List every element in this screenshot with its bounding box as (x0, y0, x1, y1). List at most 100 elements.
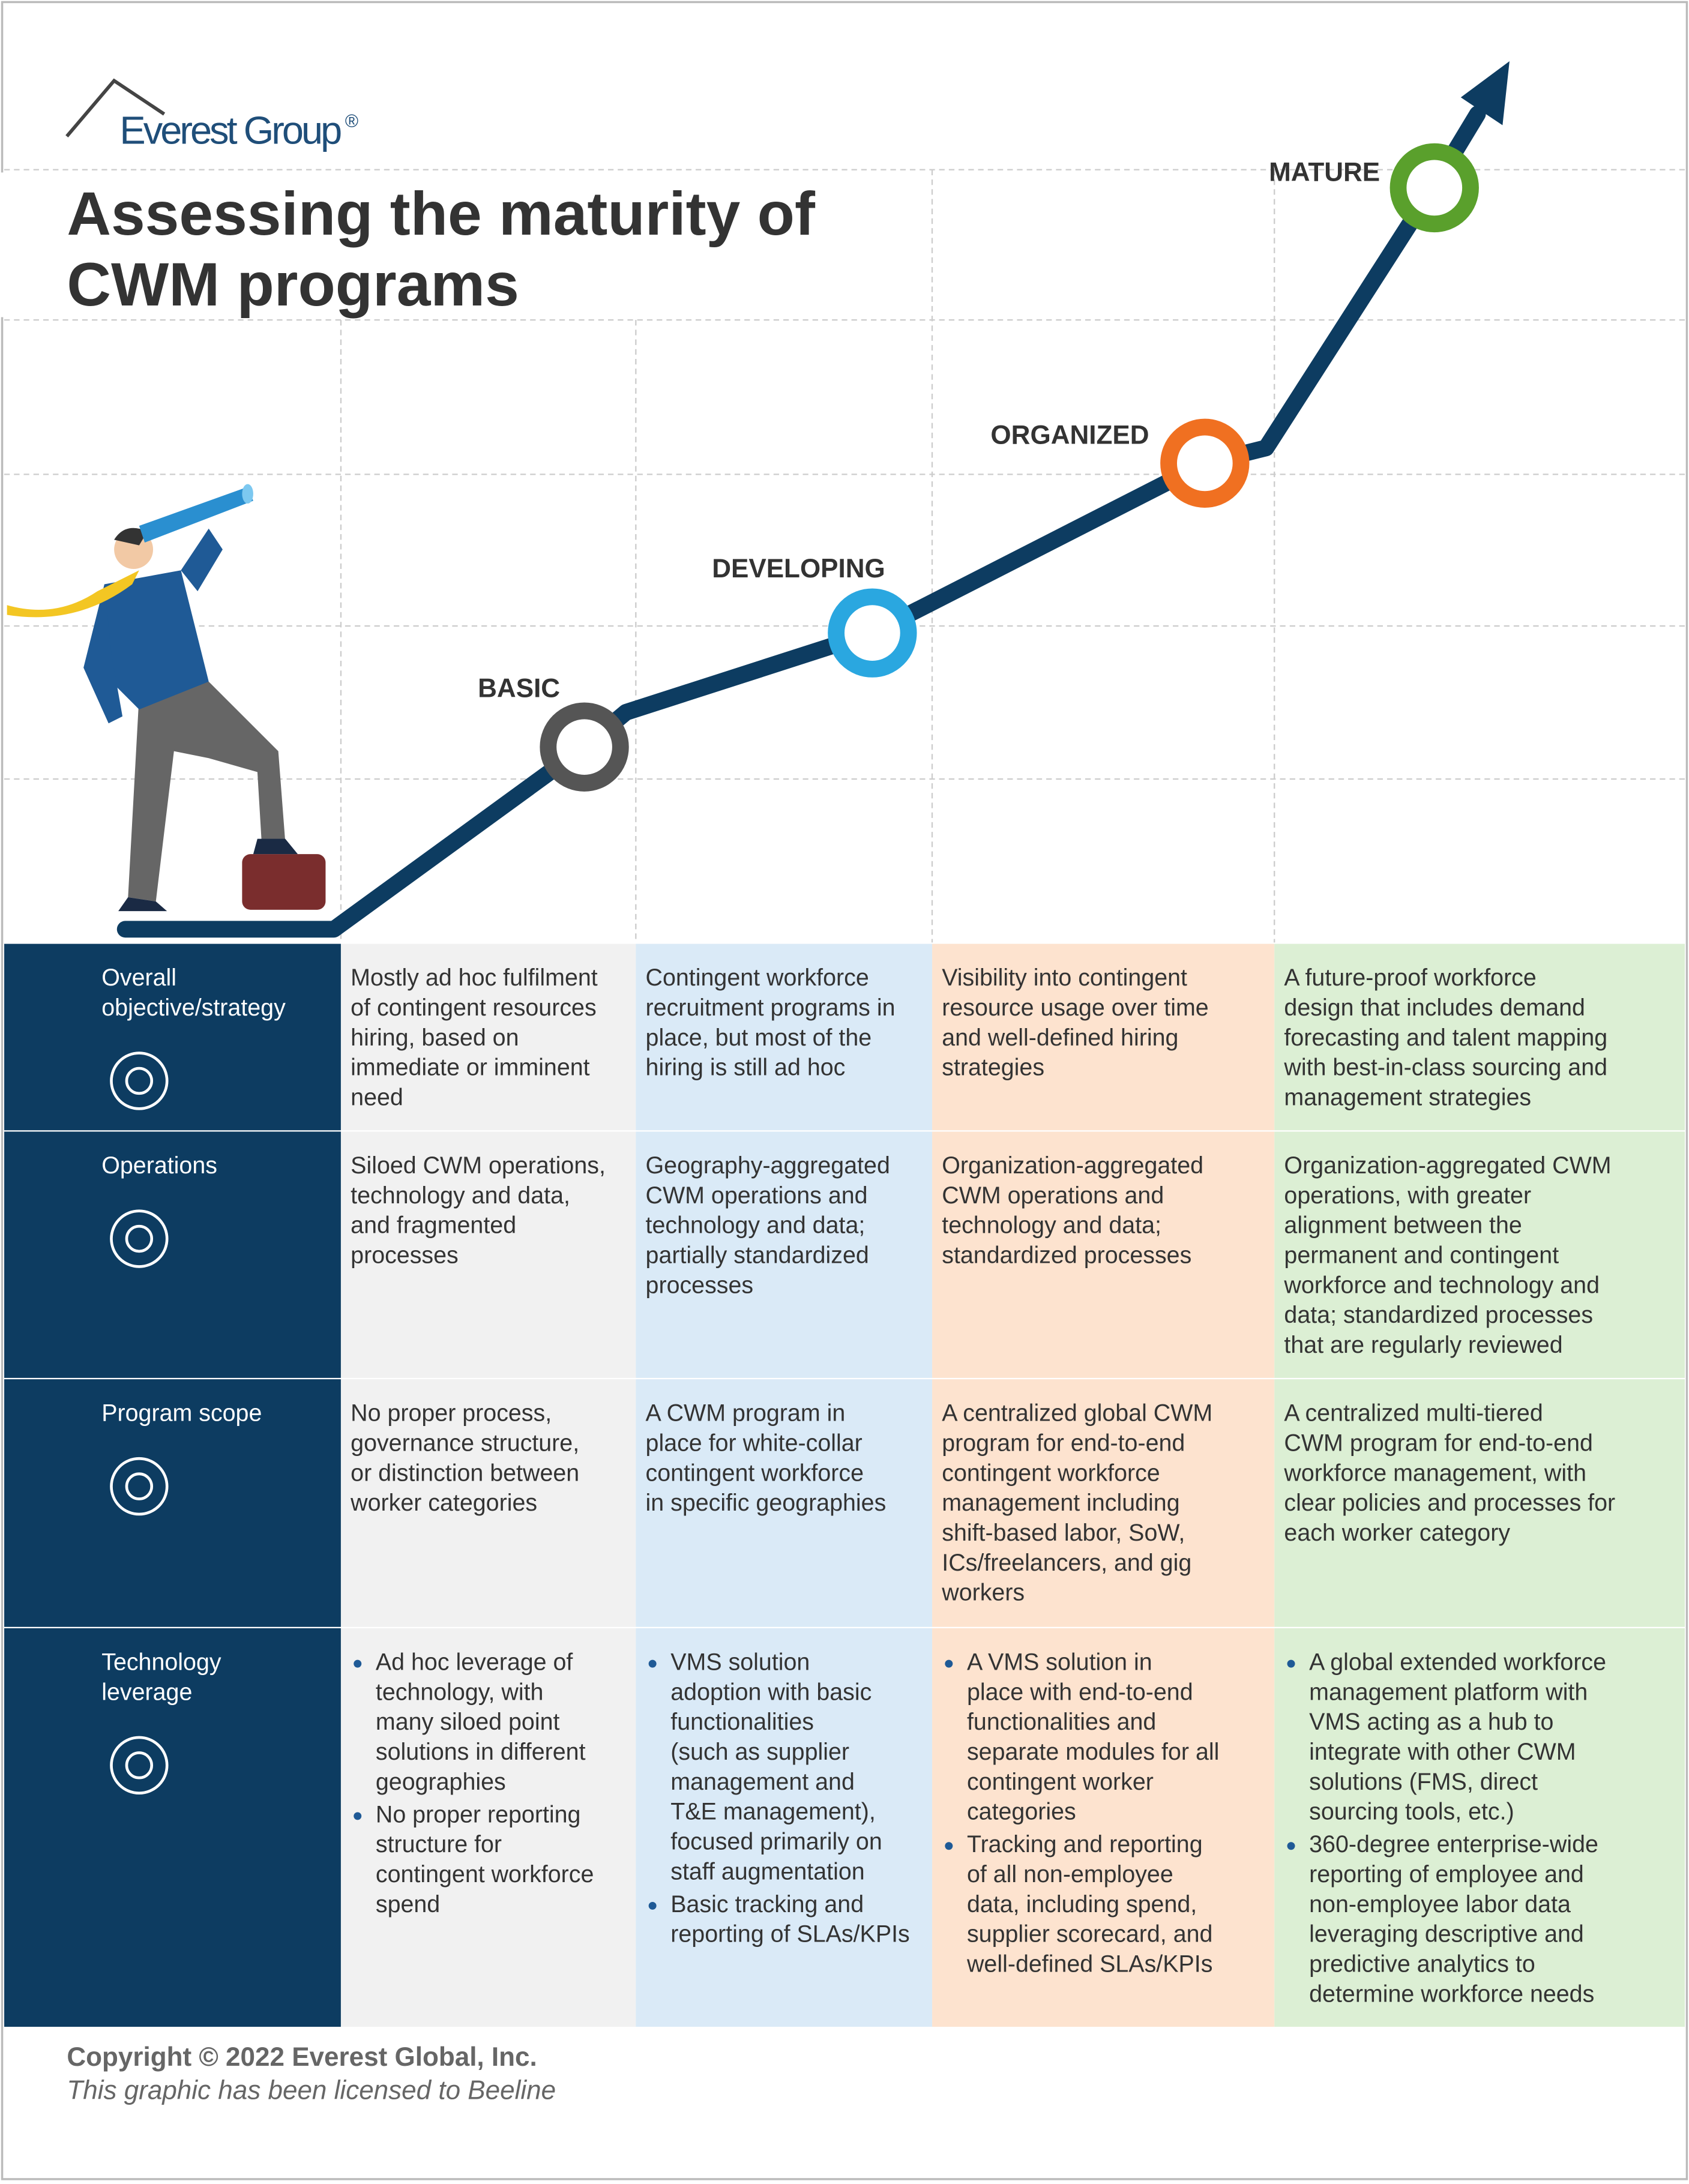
bullet-text: (such as supplier (670, 1739, 849, 1765)
cell-text: clear policies and processes for (1284, 1490, 1615, 1516)
bullet-dot (648, 1659, 657, 1668)
stage-label: ORGANIZED (990, 420, 1149, 450)
bullet-text: contingent worker (967, 1769, 1154, 1795)
cell-text: Mostly ad hoc fulfilment (351, 964, 598, 991)
cell-text: A centralized global CWM (942, 1400, 1212, 1427)
bullet-text: structure for (376, 1831, 502, 1858)
person-illustration (7, 484, 326, 912)
cell-text: and fragmented (351, 1212, 516, 1239)
bullet-text: reporting of SLAs/KPIs (670, 1921, 909, 1948)
bullet-text: contingent workforce (376, 1861, 594, 1888)
table-cell (340, 943, 636, 1131)
bullet-text: supplier scorecard, and (967, 1921, 1212, 1948)
title-backdrop (0, 172, 835, 317)
cell-text: Geography-aggregated (646, 1152, 890, 1179)
cell-text: forecasting and talent mapping (1284, 1024, 1607, 1051)
cell-text: CWM operations and (942, 1182, 1164, 1209)
row-header-cell (4, 943, 341, 1131)
cell-text: Siloed CWM operations, (351, 1152, 606, 1179)
cell-text: place, but most of the (646, 1024, 872, 1051)
table-cell (636, 943, 933, 1131)
table-cell (636, 1627, 933, 2027)
cell-text: or distinction between (351, 1460, 579, 1486)
cell-text: contingent workforce (942, 1460, 1160, 1486)
table-cell (340, 1627, 636, 2027)
row-header-cell (4, 1131, 341, 1379)
row-icon (125, 1224, 154, 1253)
row-header-cell (4, 1627, 341, 2027)
bullet-text: functionalities (670, 1709, 814, 1735)
cell-text: Organization-aggregated CWM (1284, 1152, 1611, 1179)
cell-text: CWM operations and (646, 1182, 868, 1209)
bullet-text: technology, with (376, 1679, 544, 1705)
row-header: objective/strategy (101, 994, 286, 1021)
table: Overall objective/strategy Mostly ad hoc f… (4, 942, 1685, 2027)
bullet-text: integrate with other CWM (1309, 1739, 1576, 1765)
title: CWM programs (67, 250, 519, 319)
bullet-dot (648, 1901, 657, 1910)
row-icon (110, 1051, 169, 1110)
bullet-text: categories (967, 1799, 1076, 1825)
bullet-text: 360-degree enterprise-wide (1309, 1831, 1598, 1858)
cell-text: Visibility into contingent (942, 964, 1187, 991)
row-header-cell (4, 1378, 341, 1628)
bullet-text: solutions in different (376, 1739, 586, 1765)
logo-mark: ® (345, 112, 358, 131)
cell-text: program for end-to-end (942, 1430, 1185, 1456)
bullet-text: functionalities and (967, 1709, 1156, 1735)
cell-text: A future-proof workforce (1284, 964, 1536, 991)
bullet-text: reporting of employee and (1309, 1861, 1584, 1888)
cell-text: need (351, 1084, 403, 1110)
row-icon (125, 1751, 154, 1779)
row-icon (110, 1736, 169, 1795)
bullet-dot (945, 1842, 953, 1850)
cell-text: workers (941, 1580, 1025, 1606)
cell-text: in specific geographies (646, 1490, 887, 1516)
cell-text: partially standardized (646, 1242, 869, 1269)
bullet-dot (354, 1812, 362, 1820)
row-header: leverage (101, 1679, 192, 1705)
cell-text: management including (942, 1490, 1179, 1516)
cell-text: technology and data; (646, 1212, 866, 1239)
cell-text: resource usage over time (942, 994, 1208, 1021)
cell-text: Contingent workforce (646, 964, 869, 991)
cell-text: operations, with greater (1284, 1182, 1531, 1209)
cell-text: data; standardized processes (1284, 1302, 1593, 1328)
bullet-text: VMS solution (670, 1649, 810, 1676)
cell-text: Organization-aggregated (942, 1152, 1203, 1179)
row-header: Technology (101, 1649, 221, 1676)
cell-text: design that includes demand (1284, 994, 1585, 1021)
bullet-text: determine workforce needs (1309, 1981, 1594, 2007)
bullet-text: Ad hoc leverage of (376, 1649, 573, 1676)
cell-text: each worker category (1284, 1520, 1510, 1546)
bullet-text: of all non-employee (967, 1861, 1173, 1888)
cell-text: of contingent resources (351, 994, 596, 1021)
stage-marker (1160, 418, 1250, 508)
bullet-dot (1287, 1659, 1295, 1668)
bullet-text: focused primarily on (670, 1829, 882, 1855)
bullet-dot (354, 1659, 362, 1668)
cell-text: No proper process, (351, 1400, 552, 1427)
logo-text: Everest Group (119, 109, 342, 152)
cell-text: strategies (942, 1054, 1044, 1081)
bullet-text: non-employee labor data (1309, 1891, 1571, 1918)
row-header: Program scope (101, 1400, 262, 1427)
cell-text: shift-based labor, SoW, (942, 1520, 1185, 1546)
title: Assessing the maturity of (67, 179, 816, 248)
cell-text: ICs/freelancers, and gig (942, 1550, 1191, 1576)
logo-roof (65, 78, 166, 138)
cell-text: workforce and technology and (1283, 1272, 1600, 1298)
cell-text: A centralized multi-tiered (1284, 1400, 1543, 1427)
bullet-text: A VMS solution in (967, 1649, 1152, 1676)
bullet-text: sourcing tools, etc.) (1309, 1799, 1514, 1825)
bullet-text: adoption with basic (670, 1679, 872, 1705)
cell-text: recruitment programs in (646, 994, 896, 1021)
cell-text: that are regularly reviewed (1284, 1332, 1562, 1358)
bullet-text: A global extended workforce (1309, 1649, 1606, 1676)
bullet-dot (945, 1659, 953, 1668)
bullet-text: leveraging descriptive and (1309, 1921, 1584, 1948)
table-cell (1274, 943, 1685, 1131)
cell-text: worker categories (350, 1490, 537, 1516)
table-cell (932, 943, 1275, 1131)
